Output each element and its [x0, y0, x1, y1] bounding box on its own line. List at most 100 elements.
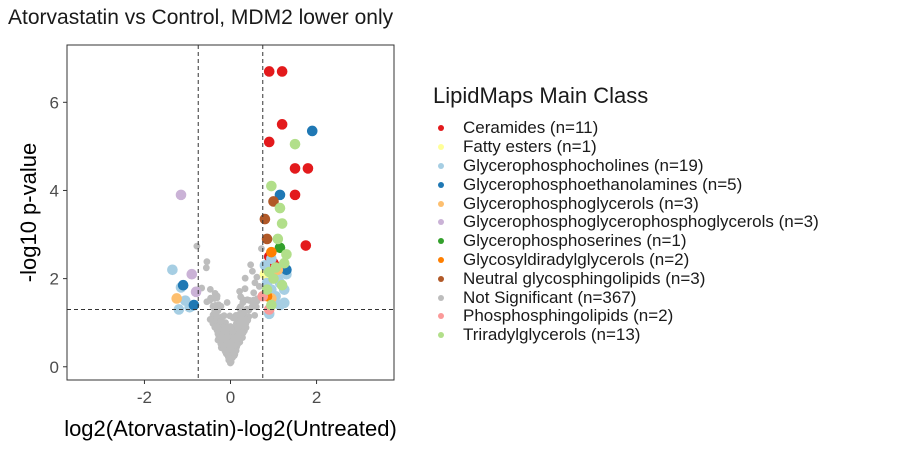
data-point-series-0 — [263, 66, 275, 77]
legend-swatch — [438, 275, 444, 282]
not-significant-point — [253, 273, 261, 281]
data-point-series-0 — [276, 66, 288, 77]
data-point-series-0 — [302, 163, 314, 174]
data-point-series-8 — [261, 233, 273, 245]
data-point-series-11 — [276, 279, 288, 291]
legend-swatch — [438, 256, 444, 263]
axis-ticks: -2 0 2 0 2 4 6 — [50, 93, 322, 407]
y-tick-label: 4 — [50, 181, 59, 200]
data-point-series-6 — [274, 242, 286, 254]
not-significant-point — [251, 279, 259, 287]
data-point-series-11 — [266, 180, 277, 192]
legend-label: Triradylglycerols (n=13) — [463, 325, 641, 345]
legend-item: Glycosyldiradylglycerols (n=2) — [433, 249, 819, 270]
not-significant-point — [227, 323, 234, 330]
legend-label: Glycosyldiradylglycerols (n=2) — [463, 249, 690, 269]
legend-title: LipidMaps Main Class — [433, 83, 649, 108]
legend-label: Glycerophosphoglycerols (n=3) — [463, 193, 699, 213]
not-significant-point — [235, 329, 243, 337]
x-axis-label: log2(Atorvastatin)-log2(Untreated) — [64, 416, 397, 441]
not-significant-point — [213, 294, 221, 302]
not-significant-point — [206, 285, 214, 293]
data-point-series-0 — [289, 189, 301, 201]
data-point-series-11 — [268, 273, 279, 284]
data-point-series-11 — [289, 138, 301, 150]
data-point-series-3 — [274, 189, 286, 201]
legend-item: Glycerophosphoethanolamines (n=5) — [433, 175, 819, 194]
legend-items: Ceramides (n=11) Fatty esters (n=1) Glycer… — [433, 118, 819, 345]
legend-swatch — [438, 181, 444, 188]
x-tick-label: -2 — [137, 388, 152, 407]
legend-item: Ceramides (n=11) — [433, 118, 819, 138]
data-point-series-5 — [186, 268, 198, 280]
y-tick-label: 6 — [50, 93, 59, 112]
not-significant-point — [223, 299, 231, 306]
data-point-series-0 — [263, 136, 275, 148]
data-point-series-11 — [278, 257, 290, 269]
legend-label: Glycerophosphoserines (n=1) — [463, 231, 687, 251]
legend-swatch — [438, 313, 444, 320]
legend-label: Glycerophosphocholines (n=19) — [463, 156, 704, 175]
not-significant-point — [250, 289, 258, 297]
chart-title: Atorvastatin vs Control, MDM2 lower only — [8, 6, 394, 29]
not-significant-point — [217, 317, 225, 325]
legend-item: Glycerophosphocholines (n=19) — [433, 156, 819, 176]
data-point-series-4 — [171, 293, 183, 304]
x-tick-label: 0 — [226, 388, 235, 407]
not-significant-point — [209, 302, 217, 310]
legend-item: Triradylglycerols (n=13) — [433, 325, 819, 345]
legend-item: Glycerophosphoglycerols (n=3) — [433, 194, 819, 213]
data-point-series-11 — [266, 299, 277, 311]
data-point-series-0 — [276, 119, 288, 130]
legend-label: Not Significant (n=367) — [463, 287, 637, 307]
legend-item: Not Significant (n=367) — [433, 288, 819, 307]
legend-label: Fatty esters (n=1) — [463, 137, 597, 157]
not-significant-point — [236, 287, 243, 295]
not-significant-point — [250, 296, 258, 304]
legend-label: Phosphosphingolipids (n=2) — [463, 306, 674, 326]
not-significant-point — [236, 312, 244, 320]
legend-item: Phosphosphingolipids (n=2) — [433, 306, 819, 326]
data-point-series-2 — [274, 299, 286, 311]
not-significant-point — [206, 316, 214, 323]
data-point-series-11 — [270, 262, 281, 273]
not-significant-point — [226, 312, 234, 320]
data-point-series-8 — [259, 213, 271, 225]
data-point-series-0 — [289, 163, 301, 174]
not-significant-point — [217, 334, 225, 342]
not-significant-point — [237, 293, 245, 301]
x-tick-label: 2 — [312, 388, 321, 407]
data-point-series-11 — [276, 218, 288, 229]
not-significant-point — [193, 242, 201, 250]
data-point-series-3 — [177, 279, 189, 291]
data-point-series-8 — [268, 196, 279, 207]
significant-points — [167, 66, 318, 320]
legend-label: Glycerophosphoglycerophosphoglycerols (n… — [463, 212, 819, 232]
legend-item: Fatty esters (n=1) — [433, 137, 819, 157]
not-significant-point — [225, 353, 233, 361]
legend-swatch — [438, 219, 444, 226]
data-point-series-2 — [173, 304, 185, 315]
not-significant-point — [251, 311, 259, 319]
not-significant-point — [247, 261, 255, 269]
not-significant-point — [244, 306, 252, 314]
data-point-series-11 — [272, 233, 284, 245]
legend-swatch — [438, 125, 444, 132]
data-point-series-3 — [188, 299, 200, 311]
not-significant-point — [217, 340, 225, 348]
not-significant-point — [239, 299, 247, 306]
y-tick-label: 0 — [50, 358, 59, 377]
data-point-series-5 — [175, 189, 187, 201]
not-significant-point — [202, 264, 210, 272]
not-significant-point — [241, 274, 249, 282]
not-significant-point — [240, 322, 248, 330]
not-significant-point — [203, 258, 211, 266]
data-point-series-11 — [281, 249, 292, 260]
not-significant-points — [193, 242, 265, 367]
data-point-series-11 — [261, 284, 273, 295]
data-point-series-7 — [266, 246, 277, 258]
not-significant-point — [252, 303, 260, 311]
data-point-series-11 — [274, 202, 286, 214]
not-significant-point — [241, 285, 249, 293]
